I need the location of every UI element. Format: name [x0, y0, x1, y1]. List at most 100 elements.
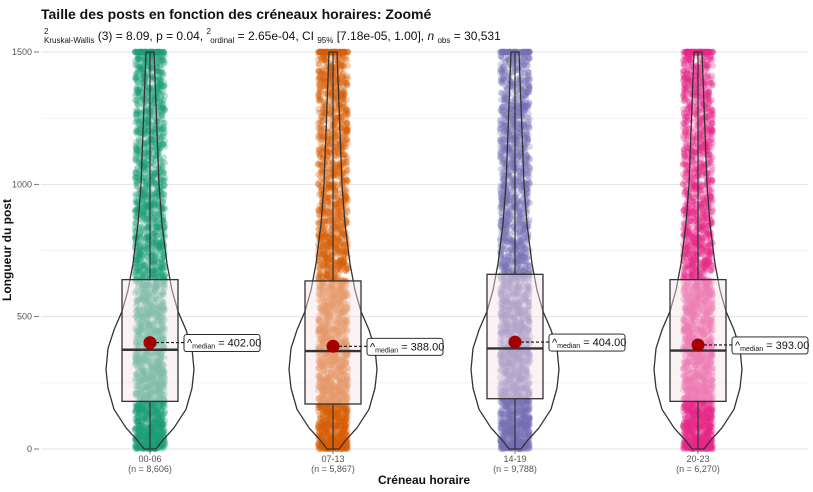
jitter-point: [152, 200, 159, 208]
jitter-point: [149, 366, 156, 373]
jitter-point: [137, 130, 144, 137]
jitter-point: [135, 353, 142, 361]
jitter-point: [159, 69, 167, 77]
jitter-point: [141, 150, 148, 157]
median-label-value: = 402.00: [215, 338, 261, 350]
jitter-point: [146, 323, 153, 330]
jitter-point: [133, 181, 141, 188]
jitter-point: [144, 200, 151, 208]
subtitle-eps-sup: 2: [206, 27, 211, 36]
jitter-point: [132, 308, 140, 315]
jitter-point: [144, 391, 152, 398]
jitter-point: [152, 267, 159, 274]
jitter-point: [155, 242, 163, 249]
jitter-point: [137, 118, 144, 125]
jitter-point: [158, 436, 165, 444]
jitter-point: [157, 77, 165, 85]
jitter-point: [136, 96, 144, 103]
jitter-point: [140, 358, 147, 366]
jitter-point: [157, 98, 164, 106]
jitter-point: [155, 388, 162, 396]
jitter-point: [145, 367, 153, 374]
jitter-point: [150, 371, 158, 379]
jitter-point: [138, 63, 145, 71]
jitter-point: [152, 283, 159, 291]
jitter-point: [132, 92, 139, 99]
jitter-point: [138, 318, 145, 326]
jitter-point: [134, 243, 141, 250]
jitter-point: [137, 238, 144, 245]
jitter-point: [149, 431, 156, 438]
jitter-point: [160, 170, 168, 177]
jitter-point: [133, 403, 140, 410]
jitter-point: [135, 120, 142, 127]
jitter-point: [147, 190, 154, 198]
jitter-point: [147, 426, 154, 433]
jitter-point: [145, 358, 153, 365]
jitter-point: [340, 154, 348, 161]
jitter-point: [159, 430, 167, 438]
jitter-point: [155, 303, 163, 311]
jitter-point: [145, 259, 152, 266]
jitter-point: [155, 251, 162, 258]
jitter-point: [158, 311, 165, 318]
jitter-point: [155, 381, 162, 388]
jitter-point: [160, 190, 167, 197]
jitter-point: [158, 318, 165, 325]
jitter-point: [161, 143, 169, 150]
jitter-point: [156, 407, 163, 414]
jitter-point: [157, 360, 164, 368]
jitter-point: [145, 424, 153, 431]
jitter-point: [152, 251, 159, 258]
jitter-point: [143, 55, 150, 62]
jitter-point: [143, 440, 151, 447]
jitter-point: [135, 428, 143, 435]
jitter-point: [155, 433, 162, 440]
jitter-point: [160, 78, 168, 86]
jitter-point: [143, 117, 151, 125]
jitter-point: [332, 160, 340, 167]
subtitle-n-val: = 30,531: [454, 29, 501, 43]
jitter-point: [161, 284, 168, 292]
jitter-point: [155, 362, 162, 369]
jitter-point: [147, 424, 154, 432]
jitter-point: [155, 48, 162, 56]
jitter-point: [145, 288, 152, 295]
jitter-point: [150, 239, 157, 246]
jitter-point: [132, 61, 139, 69]
jitter-point: [159, 290, 166, 298]
jitter-point: [157, 373, 164, 380]
jitter-point: [158, 407, 166, 414]
jitter-point: [147, 177, 154, 184]
jitter-point: [140, 369, 147, 376]
jitter-point: [141, 383, 149, 391]
jitter-point: [138, 248, 146, 255]
jitter-point: [138, 75, 146, 82]
jitter-point: [161, 354, 168, 361]
jitter-point: [145, 148, 153, 156]
jitter-point: [133, 201, 140, 208]
jitter-point: [156, 202, 163, 209]
jitter-point: [159, 217, 167, 224]
jitter-point: [157, 355, 164, 363]
jitter-point: [155, 395, 162, 403]
jitter-point: [153, 187, 160, 194]
jitter-point: [155, 210, 162, 217]
jitter-point: [144, 152, 151, 160]
jitter-point: [153, 240, 160, 248]
jitter-point: [140, 208, 147, 215]
jitter-point: [132, 408, 139, 416]
jitter-point: [137, 294, 145, 302]
jitter-point: [322, 155, 330, 162]
jitter-point: [160, 445, 167, 452]
jitter-point: [158, 270, 165, 277]
jitter-point: [132, 169, 139, 176]
jitter-point: [132, 206, 139, 214]
jitter-point: [135, 53, 142, 61]
jitter-point: [142, 143, 149, 150]
jitter-point: [138, 295, 145, 303]
jitter-point: [141, 445, 148, 452]
jitter-point: [161, 439, 168, 447]
jitter-point: [152, 399, 160, 406]
